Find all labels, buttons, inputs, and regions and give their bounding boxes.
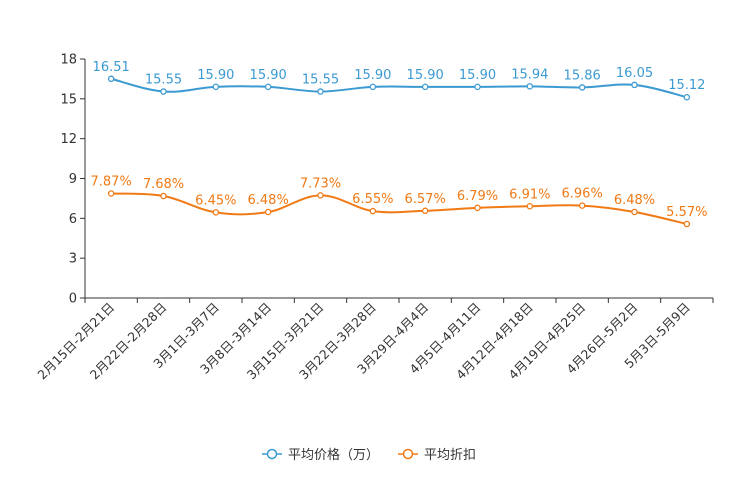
y-tick-label: 12 [60, 132, 77, 147]
data-label-discount: 6.91% [509, 187, 550, 202]
y-tick-label: 3 [69, 252, 77, 267]
legend: 平均价格（万） 平均折扣 [262, 447, 476, 463]
data-point-price[interactable] [107, 75, 115, 83]
data-point-price[interactable] [264, 83, 272, 91]
data-point-price[interactable] [578, 84, 586, 91]
data-label-discount: 6.55% [352, 192, 393, 207]
data-label-discount: 5.57% [666, 205, 707, 220]
data-point-discount[interactable] [683, 220, 691, 228]
legend-label-price: 平均价格（万） [288, 447, 379, 463]
data-label-discount: 7.73% [300, 176, 341, 191]
legend-label-discount: 平均折扣 [424, 448, 476, 463]
data-point-price[interactable] [160, 88, 167, 95]
data-point-discount[interactable] [317, 192, 324, 199]
data-label-discount: 6.96% [562, 187, 603, 202]
data-label-price: 15.55 [302, 73, 339, 88]
data-point-discount[interactable] [264, 208, 272, 216]
data-label-price: 15.86 [564, 68, 601, 83]
data-label-price: 15.90 [459, 68, 496, 83]
data-labels-layer: 16.51 15.55 15.90 15.90 15.55 15.90 15.90 15.90… [91, 60, 708, 220]
y-tick-label: 6 [69, 212, 77, 227]
data-point-price[interactable] [212, 83, 220, 91]
data-label-discount: 7.87% [91, 175, 132, 190]
series-line-price [110, 77, 688, 99]
data-label-price: 15.90 [197, 68, 234, 83]
data-point-price[interactable] [631, 81, 638, 89]
y-tick-label: 15 [60, 92, 77, 107]
data-label-discount: 6.79% [457, 189, 498, 204]
y-tick-label: 9 [69, 172, 77, 187]
data-point-discount[interactable] [369, 207, 377, 215]
data-point-price[interactable] [317, 88, 324, 95]
data-point-discount[interactable] [631, 208, 638, 216]
data-label-price: 15.90 [354, 68, 391, 83]
data-point-price[interactable] [683, 93, 691, 101]
data-point-discount[interactable] [474, 204, 481, 212]
data-point-price[interactable] [369, 83, 377, 91]
data-label-price: 16.05 [616, 66, 653, 81]
data-point-price[interactable] [526, 83, 534, 90]
data-label-discount: 6.48% [614, 193, 655, 208]
series-line-discount [111, 192, 688, 226]
axes: 03691215182月15日-2月21日2月22日-2月28日3月1日-3月7… [34, 53, 714, 382]
data-label-discount: 7.68% [143, 177, 184, 192]
data-label-price: 15.12 [668, 78, 705, 93]
data-point-discount[interactable] [107, 190, 115, 197]
legend-marker-discount [402, 448, 414, 460]
data-label-discount: 6.45% [195, 193, 236, 208]
legend-item-discount[interactable]: 平均折扣 [398, 448, 476, 463]
data-point-discount[interactable] [526, 203, 534, 210]
data-point-discount[interactable] [212, 209, 220, 216]
data-label-price: 16.51 [93, 60, 130, 75]
data-point-discount[interactable] [578, 202, 586, 209]
legend-item-price[interactable]: 平均价格（万） [262, 447, 379, 463]
data-point-price[interactable] [474, 83, 481, 91]
data-point-price[interactable] [421, 83, 429, 91]
data-label-price: 15.55 [145, 73, 182, 88]
y-tick-label: 0 [69, 292, 77, 307]
legend-marker-price [266, 448, 278, 460]
data-point-discount[interactable] [421, 207, 429, 215]
y-tick-label: 18 [60, 53, 77, 68]
data-point-discount[interactable] [160, 192, 167, 200]
data-label-discount: 6.57% [405, 192, 446, 207]
data-label-discount: 6.48% [248, 193, 289, 208]
series-layer [107, 75, 691, 228]
data-label-price: 15.94 [511, 67, 548, 82]
data-label-price: 15.90 [250, 68, 287, 83]
data-label-price: 15.90 [407, 68, 444, 83]
